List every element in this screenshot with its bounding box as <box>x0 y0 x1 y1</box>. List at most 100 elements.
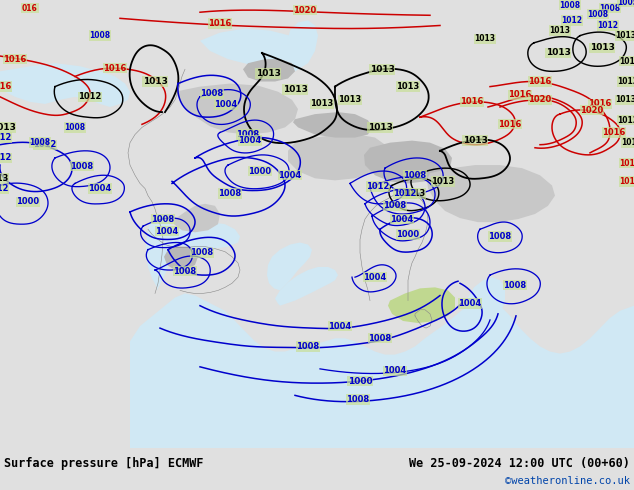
Text: 1008: 1008 <box>174 267 197 275</box>
Polygon shape <box>267 243 312 291</box>
Text: 013: 013 <box>0 174 9 183</box>
Text: 1016: 1016 <box>460 98 484 106</box>
Polygon shape <box>364 141 452 183</box>
Polygon shape <box>275 267 338 306</box>
Text: 1008: 1008 <box>65 123 86 132</box>
Text: 1004: 1004 <box>214 100 238 109</box>
Polygon shape <box>287 21 318 72</box>
Text: Surface pressure [hPa] ECMWF: Surface pressure [hPa] ECMWF <box>4 457 204 470</box>
Text: 1005: 1005 <box>618 0 634 6</box>
Polygon shape <box>293 112 372 138</box>
Text: 1008: 1008 <box>588 10 609 19</box>
Text: 1008: 1008 <box>200 89 224 98</box>
Text: 1013: 1013 <box>474 34 496 43</box>
Text: 1013: 1013 <box>339 96 361 104</box>
Text: 1000: 1000 <box>249 167 271 176</box>
Text: 1012: 1012 <box>366 182 390 191</box>
Text: 1013: 1013 <box>618 116 634 125</box>
Text: 1020: 1020 <box>294 6 316 15</box>
Text: 1012: 1012 <box>393 189 417 198</box>
Text: 1008: 1008 <box>559 0 581 10</box>
Text: 1013: 1013 <box>403 189 425 198</box>
Text: 1013: 1013 <box>616 96 634 104</box>
Text: 1013: 1013 <box>616 31 634 40</box>
Polygon shape <box>174 204 220 232</box>
Text: We 25-09-2024 12:00 UTC (00+60): We 25-09-2024 12:00 UTC (00+60) <box>409 457 630 470</box>
Text: 1008: 1008 <box>403 171 427 180</box>
Polygon shape <box>388 287 455 323</box>
Text: 1008: 1008 <box>89 31 110 40</box>
Text: 1004: 1004 <box>88 184 112 193</box>
Text: 1020: 1020 <box>580 105 604 115</box>
Text: 1012: 1012 <box>0 133 11 142</box>
Text: 1000: 1000 <box>16 197 39 206</box>
Text: 1004: 1004 <box>363 272 387 282</box>
Text: ©weatheronline.co.uk: ©weatheronline.co.uk <box>505 476 630 486</box>
Polygon shape <box>175 84 298 135</box>
Polygon shape <box>146 214 175 291</box>
Text: 1012: 1012 <box>34 140 56 149</box>
Text: 1008: 1008 <box>346 395 370 404</box>
Text: 1008: 1008 <box>219 189 242 198</box>
Text: 1013: 1013 <box>546 49 571 57</box>
Text: 1016: 1016 <box>0 82 11 91</box>
Polygon shape <box>243 59 295 81</box>
Text: 1013: 1013 <box>283 85 307 94</box>
Text: 1016: 1016 <box>508 90 532 99</box>
Polygon shape <box>0 63 130 107</box>
Text: 1004: 1004 <box>238 136 262 145</box>
Text: 1013: 1013 <box>618 77 634 86</box>
Text: 1016: 1016 <box>3 54 27 64</box>
Text: 1000: 1000 <box>347 377 372 386</box>
Text: 1013: 1013 <box>311 99 333 108</box>
Text: 1008: 1008 <box>297 342 320 351</box>
Polygon shape <box>200 28 310 66</box>
Text: 1004: 1004 <box>384 367 406 375</box>
Polygon shape <box>427 165 555 222</box>
Text: 1013: 1013 <box>463 136 488 145</box>
Text: 1004: 1004 <box>458 299 482 308</box>
Text: 1013: 1013 <box>368 123 392 132</box>
Text: 1012: 1012 <box>562 16 583 25</box>
Text: 1012: 1012 <box>0 153 11 163</box>
Text: 1016: 1016 <box>103 64 127 73</box>
Text: 1008: 1008 <box>384 201 406 210</box>
Text: 1008: 1008 <box>190 248 214 257</box>
Text: 1013: 1013 <box>143 77 167 86</box>
Polygon shape <box>164 246 198 270</box>
Text: 1004: 1004 <box>155 227 179 236</box>
Polygon shape <box>130 294 634 448</box>
Text: 1013: 1013 <box>550 26 571 35</box>
Text: 1008: 1008 <box>488 232 512 241</box>
Text: 1013: 1013 <box>619 57 634 66</box>
Text: 1016: 1016 <box>588 99 612 108</box>
Text: 012: 012 <box>0 184 9 193</box>
Polygon shape <box>150 222 240 248</box>
Text: 1008: 1008 <box>236 130 259 139</box>
Text: 1004: 1004 <box>391 215 413 223</box>
Text: 1013: 1013 <box>256 69 280 78</box>
Text: 1016: 1016 <box>619 177 634 186</box>
Polygon shape <box>288 135 390 180</box>
Text: 1000: 1000 <box>396 230 420 239</box>
Polygon shape <box>465 277 505 346</box>
Text: 1008: 1008 <box>29 138 51 147</box>
Text: 1008: 1008 <box>368 334 392 343</box>
Text: 1004: 1004 <box>278 171 302 180</box>
Text: 1016: 1016 <box>209 19 231 28</box>
Text: 1008: 1008 <box>152 215 174 223</box>
Text: 1013: 1013 <box>621 138 634 147</box>
Text: 1013: 1013 <box>396 82 420 91</box>
Text: 1012: 1012 <box>597 21 619 30</box>
Text: 1016: 1016 <box>602 128 626 137</box>
Text: 1012: 1012 <box>79 92 101 101</box>
Text: 1013: 1013 <box>431 177 455 186</box>
Text: 1016: 1016 <box>619 159 634 168</box>
Text: 016: 016 <box>22 3 38 13</box>
Text: 1008: 1008 <box>503 281 527 290</box>
Text: 1013: 1013 <box>370 65 394 74</box>
Text: 1013: 1013 <box>0 123 15 132</box>
Text: 1016: 1016 <box>498 120 522 129</box>
Text: 1004: 1004 <box>328 321 352 331</box>
Text: 1016: 1016 <box>528 77 552 86</box>
